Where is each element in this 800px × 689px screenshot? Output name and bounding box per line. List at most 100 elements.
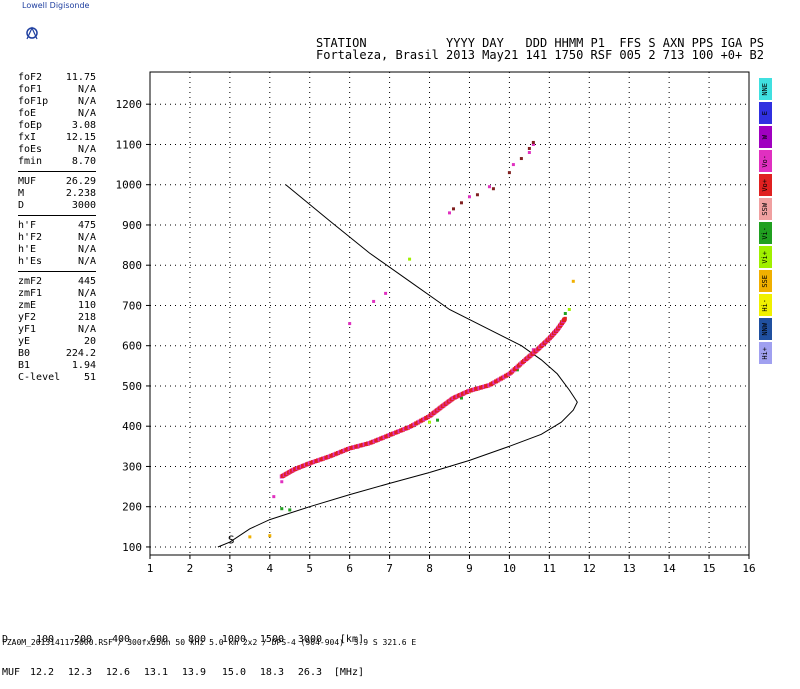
echo-point xyxy=(248,535,252,539)
echo-point xyxy=(562,317,567,322)
param-name: yF1 xyxy=(18,324,37,335)
muf-cell: 12.6 xyxy=(105,667,130,678)
legend-label: SSW xyxy=(761,202,769,216)
muf-cell: 100 xyxy=(35,634,54,645)
y-tick-label: 1100 xyxy=(116,138,143,151)
param-value: 1.94 xyxy=(71,360,96,371)
echo-point xyxy=(280,480,284,484)
parameters-panel: foF2 11.75 foF1 N/A foF1p N/A foE N/A foEp 3.08 fx… xyxy=(18,72,96,384)
param-value: N/A xyxy=(77,84,96,95)
x-tick-label: 12 xyxy=(583,562,596,575)
y-tick-label: 1200 xyxy=(116,98,143,111)
param-row: foEs N/A xyxy=(18,144,96,156)
param-name: foE xyxy=(18,108,37,119)
echo-point xyxy=(348,322,352,326)
legend-label: Vi+ xyxy=(761,250,769,264)
y-tick-label: 700 xyxy=(122,299,142,312)
param-value: 445 xyxy=(77,276,96,287)
param-row: B0 224.2 xyxy=(18,348,96,360)
param-name: yE xyxy=(18,336,31,347)
echo-point xyxy=(563,312,567,315)
param-name: foEp xyxy=(18,120,43,131)
param-value: 224.2 xyxy=(65,348,96,359)
x-tick-label: 10 xyxy=(503,562,516,575)
muf-cell: 13.9 xyxy=(181,667,206,678)
legend-swatch: SSE xyxy=(759,270,772,292)
param-name: h'Es xyxy=(18,256,43,267)
param-name: foF1p xyxy=(18,96,49,107)
echo-point xyxy=(280,507,284,511)
echo-point xyxy=(288,508,292,512)
echo-point xyxy=(467,195,471,199)
x-tick-label: 11 xyxy=(543,562,556,575)
x-tick-label: 8 xyxy=(426,562,433,575)
param-name: zmE xyxy=(18,300,37,311)
muf-cell: 12.2 xyxy=(30,667,55,678)
polarization-legend: NNE E W Vo- Vo+ SSW Vi- Vi+ SSE Hi- NNW Hi+ xyxy=(759,78,772,366)
param-value: N/A xyxy=(77,232,96,243)
echo-point xyxy=(459,396,463,400)
muf-cell: 1000 xyxy=(221,634,246,645)
param-name: fmin xyxy=(18,156,43,167)
muf-cell: 3000 xyxy=(297,634,322,645)
param-value: 110 xyxy=(77,300,96,311)
param-row: yF1 N/A xyxy=(18,324,96,336)
y-tick-label: 100 xyxy=(122,541,142,554)
legend-swatch: NNE xyxy=(759,78,772,100)
muf-cell: 400 xyxy=(111,634,130,645)
param-name: B0 xyxy=(18,348,31,359)
muf-cell: 26.3 xyxy=(297,667,322,678)
x-tick-label: 5 xyxy=(306,562,313,575)
y-tick-label: 1000 xyxy=(116,179,143,192)
param-row: yE 20 xyxy=(18,336,96,348)
legend-label: Vi- xyxy=(761,226,769,240)
x-tick-label: 9 xyxy=(466,562,473,575)
muf-table-distance-row: D 100 200 400 600 800 1000 1500 3000 [km] xyxy=(2,634,364,645)
param-name: h'E xyxy=(18,244,37,255)
legend-swatch: E xyxy=(759,102,772,124)
echo-point xyxy=(491,187,495,191)
muf-row-label: D xyxy=(2,634,9,645)
echo-point xyxy=(527,151,531,154)
echo-point xyxy=(567,307,571,311)
param-name: foEs xyxy=(18,144,43,155)
param-separator xyxy=(18,271,96,272)
param-name: B1 xyxy=(18,360,31,371)
legend-swatch: SSW xyxy=(759,198,772,220)
param-row: B1 1.94 xyxy=(18,360,96,372)
param-row: h'F2 N/A xyxy=(18,232,96,244)
param-value: N/A xyxy=(77,96,96,107)
param-value: 26.29 xyxy=(65,176,96,187)
param-name: yF2 xyxy=(18,312,37,323)
param-value: N/A xyxy=(77,144,96,155)
muf-cell: 800 xyxy=(187,634,206,645)
muf-cell: 15.0 xyxy=(221,667,246,678)
legend-swatch: NNW xyxy=(759,318,772,340)
muf-cell: 13.1 xyxy=(143,667,168,678)
param-value: N/A xyxy=(77,256,96,267)
param-row: yF2 218 xyxy=(18,312,96,324)
param-value: 11.75 xyxy=(65,72,96,83)
param-value: 2.238 xyxy=(65,188,96,199)
y-tick-label: 800 xyxy=(122,259,142,272)
legend-label: NNE xyxy=(761,82,769,96)
legend-label: Hi- xyxy=(761,298,769,312)
legend-swatch: Hi+ xyxy=(759,342,772,364)
echo-point xyxy=(268,534,272,538)
param-name: C-level xyxy=(18,372,61,383)
param-value: N/A xyxy=(77,108,96,119)
param-row: foEp 3.08 xyxy=(18,120,96,132)
echo-point xyxy=(475,193,479,197)
footer-filename: FZA0M_2013141175000.RSF / 300fx256h 50 k… xyxy=(2,638,417,647)
legend-swatch: Hi- xyxy=(759,294,772,316)
plot-frame xyxy=(149,71,750,556)
muf-table: D 100 200 400 600 800 1000 1500 3000 [km] MUF 12.2… xyxy=(2,612,364,689)
x-tick-label: 7 xyxy=(386,562,393,575)
echo-point xyxy=(459,201,463,205)
param-name: zmF2 xyxy=(18,276,43,287)
echo-point xyxy=(428,420,432,424)
y-tick-label: 200 xyxy=(122,501,142,514)
muf-unit: [MHz] xyxy=(333,667,364,678)
param-value: 475 xyxy=(77,220,96,231)
echo-point xyxy=(408,257,412,261)
